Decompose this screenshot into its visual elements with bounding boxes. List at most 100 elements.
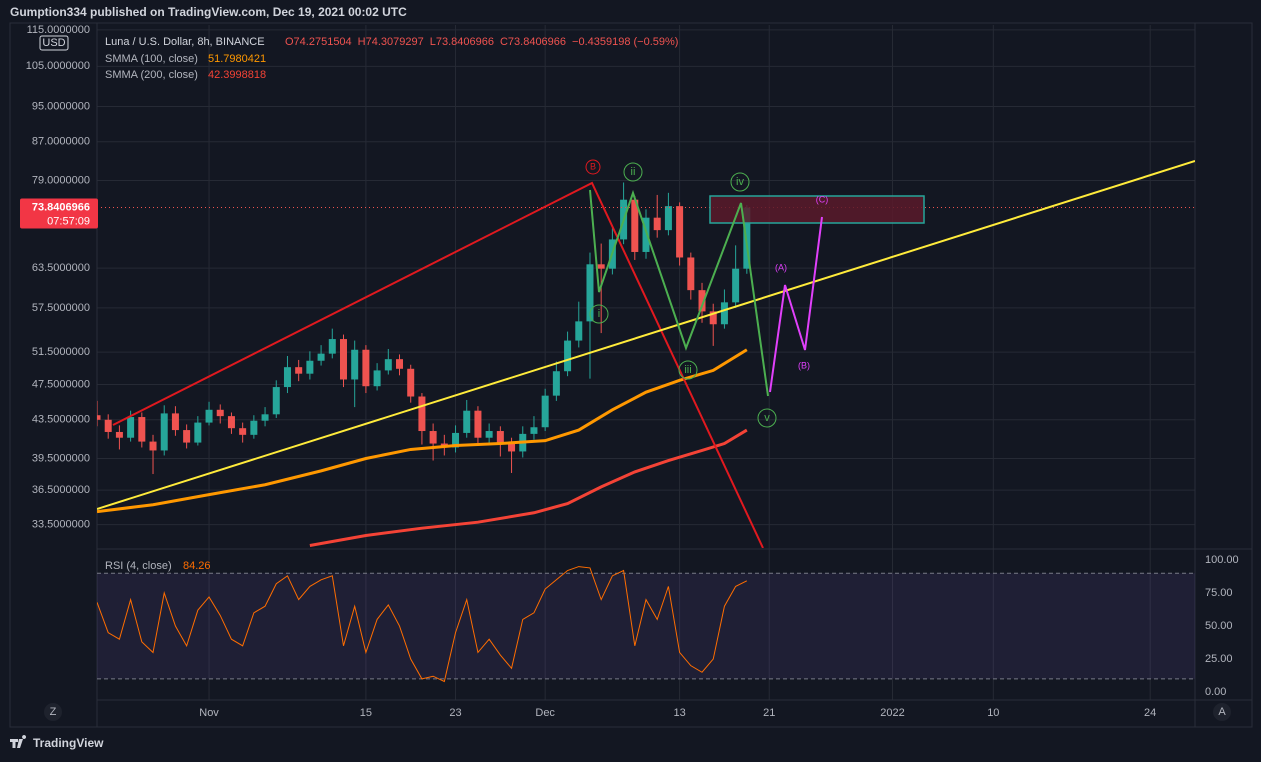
candle-body — [317, 353, 325, 361]
label-circle — [757, 408, 777, 428]
candle-body — [104, 419, 112, 432]
brand-name: TradingView — [33, 736, 104, 750]
rsi-line — [97, 566, 748, 683]
brand: TradingView — [10, 735, 104, 750]
y-tick-label: 95.0000000 — [32, 100, 90, 112]
candle-body — [732, 268, 740, 303]
last-price-label: 73.8406966 — [32, 201, 90, 213]
candle-body — [339, 339, 347, 380]
rsi-legend: RSI (4, close) — [105, 560, 172, 572]
ohlc-label: C73.8406966 — [500, 36, 566, 48]
candle-body — [127, 417, 135, 438]
unit-box — [39, 35, 69, 51]
ohlc-label: H74.3079297 — [358, 36, 424, 48]
candle-body — [631, 199, 639, 252]
candle-body — [396, 359, 404, 369]
candle-body — [295, 367, 303, 374]
trend-line — [97, 160, 1195, 510]
y-tick-label: 63.5000000 — [32, 262, 90, 274]
candle-body — [115, 431, 123, 438]
candle-body — [216, 409, 224, 417]
y-tick-label: 57.5000000 — [32, 302, 90, 314]
candle-body — [418, 396, 426, 432]
auto-button[interactable]: A — [1213, 703, 1231, 721]
label-circle — [678, 360, 698, 380]
ohlc-label: L73.8406966 — [430, 36, 494, 48]
drawings: B ii iv i iii v (A) (B) (C) — [97, 159, 1195, 548]
wave-line — [589, 189, 769, 397]
wave-label: B — [590, 161, 596, 171]
candle-body — [160, 413, 168, 451]
candle-body — [373, 370, 381, 387]
y-tick-label: 47.5000000 — [32, 378, 90, 390]
zoom-button[interactable]: Z — [44, 703, 62, 721]
rsi-tick-label: 50.00 — [1205, 620, 1233, 632]
candle-body — [496, 431, 504, 443]
candle-body — [530, 427, 538, 434]
y-tick-label: 115.0000000 — [27, 24, 90, 36]
candle-body — [138, 417, 146, 442]
x-tick-label: 13 — [673, 707, 685, 719]
button-label[interactable]: A — [1218, 706, 1226, 718]
y-tick-label: 105.0000000 — [26, 60, 90, 72]
y-tick-label: 33.5000000 — [32, 518, 90, 530]
candle-body — [541, 395, 549, 428]
candle-body — [687, 257, 695, 291]
candle-body — [452, 432, 460, 448]
y-tick-label: 36.5000000 — [32, 484, 90, 496]
countdown: 07:57:09 — [47, 215, 90, 227]
label-circle — [730, 172, 750, 192]
axes: 33.5000000 36.5000000 39.5000000 43.5000000… — [20, 24, 1239, 719]
rsi-tick-label: 100.00 — [1205, 554, 1239, 566]
publisher: Gumption334 published on TradingView.com… — [10, 5, 407, 19]
y-tick-label: 39.5000000 — [32, 452, 90, 464]
candle-body — [575, 321, 583, 341]
x-tick-label: 2022 — [880, 707, 904, 719]
grid — [97, 25, 1195, 700]
y-tick-label: 87.0000000 — [32, 136, 90, 148]
candle-body — [239, 428, 247, 435]
wave-label: (A) — [775, 262, 787, 272]
candle-body — [183, 430, 191, 443]
wave-label: (B) — [798, 360, 810, 370]
x-tick-label: 21 — [763, 707, 775, 719]
wave-label: (C) — [816, 194, 829, 204]
label-circle — [623, 162, 643, 182]
candle-body — [227, 416, 235, 429]
candle-body — [429, 431, 437, 444]
candle-body — [283, 367, 291, 388]
candle-body — [564, 340, 572, 372]
candle-body — [407, 368, 415, 397]
candle-body — [272, 387, 280, 415]
candle-body — [351, 349, 359, 380]
legend: Luna / U.S. Dollar, 8h, BINANCE O74.2751… — [105, 36, 678, 572]
candle-body — [384, 359, 392, 371]
candle-body — [720, 302, 728, 325]
trend-line — [112, 181, 764, 548]
y-tick-label: 51.5000000 — [32, 346, 90, 358]
change-label: −0.4359198 (−0.59%) — [572, 36, 678, 48]
button-bg[interactable] — [1213, 703, 1231, 721]
candle-body — [676, 206, 684, 258]
overlay-line — [97, 348, 748, 514]
target-zone — [709, 195, 925, 224]
legend-title: Luna / U.S. Dollar, 8h, BINANCE — [105, 36, 265, 48]
logo — [10, 735, 27, 748]
candle-body — [508, 442, 516, 452]
candle-body — [328, 339, 336, 354]
label-circle — [585, 159, 601, 175]
rsi-band — [97, 573, 1195, 679]
wave-line — [769, 216, 823, 393]
candle-body — [463, 410, 471, 433]
overlay-line — [309, 428, 748, 547]
candle-body — [698, 290, 706, 312]
button-label[interactable]: Z — [50, 706, 57, 718]
x-tick-label: 24 — [1144, 707, 1156, 719]
button-bg[interactable] — [44, 703, 62, 721]
candle-body — [474, 410, 482, 438]
x-tick-label: 23 — [449, 707, 461, 719]
legend-ohlc: O74.2751504 H74.3079297 L73.8406966 C73.840… — [285, 36, 678, 48]
candle-body — [261, 414, 269, 421]
